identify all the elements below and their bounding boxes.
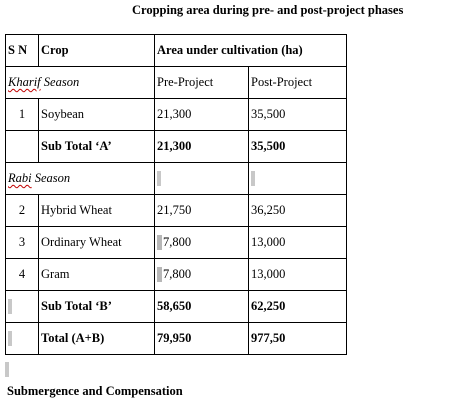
row-post: 13,000 [248,258,347,291]
row-crop: Hybrid Wheat [38,194,155,227]
header-row: S N Crop Area under cultivation (ha) [5,34,347,67]
row-crop: Soybean [38,98,155,131]
rabi-season-row: Rabi Season [5,162,347,195]
row-sn-empty [5,290,39,323]
header-sn: S N [5,34,39,67]
row-pre: 21,750 [154,194,249,227]
rabi-word: Rabi [8,171,32,185]
total-label: Total (A+B) [38,322,155,355]
row-sn: 2 [5,194,39,227]
rabi-post-empty [248,162,347,195]
cursor-mark [157,267,162,283]
total-pre: 79,950 [154,322,249,355]
subtotal-a-row: Sub Total ‘A’ 21,300 35,500 [5,130,347,163]
table-row: 2 Hybrid Wheat 21,750 36,250 [5,194,347,227]
row-sn: 4 [5,258,39,291]
row-sn: 3 [5,226,39,259]
rabi-season-word: Season [31,171,71,185]
table-row: 4 Gram 7,800 13,000 [5,258,347,291]
row-pre: 21,300 [154,98,249,131]
subtotal-b-post: 62,250 [248,290,347,323]
kharif-word: Kharif [8,75,41,89]
row-post: 35,500 [248,98,347,131]
kharif-season-label: Kharif Season [5,66,155,99]
cursor-mark [157,171,161,187]
row-crop: Ordinary Wheat [38,226,155,259]
row-sn-empty [5,130,39,163]
row-post: 13,000 [248,226,347,259]
cursor-mark [5,362,9,377]
row-pre-cell: 7,800 [154,226,249,259]
row-sn-empty [5,322,39,355]
cursor-mark [251,171,255,187]
post-project-header: Post-Project [248,66,347,99]
row-pre-cell: 7,800 [154,258,249,291]
total-row: Total (A+B) 79,950 977,50 [5,322,347,355]
section-heading: Submergence and Compensation [7,384,183,398]
row-crop: Gram [38,258,155,291]
subtotal-a-post: 35,500 [248,130,347,163]
total-post: 977,50 [248,322,347,355]
cursor-mark [8,331,12,347]
document-title: Cropping area during pre- and post-proje… [132,3,404,17]
row-sn: 1 [5,98,39,131]
cropping-area-table: S N Crop Area under cultivation (ha) Kha… [5,34,347,355]
subtotal-b-label: Sub Total ‘B’ [38,290,155,323]
kharif-season-row: Kharif Season Pre-Project Post-Project [5,66,347,99]
cursor-mark [157,235,162,251]
row-pre: 7,800 [163,266,192,281]
table-row: 3 Ordinary Wheat 7,800 13,000 [5,226,347,259]
pre-project-header: Pre-Project [154,66,249,99]
subtotal-a-pre: 21,300 [154,130,249,163]
rabi-pre-empty [154,162,249,195]
row-post: 36,250 [248,194,347,227]
header-crop: Crop [38,34,155,67]
cursor-mark [8,299,12,315]
row-pre: 7,800 [163,234,192,249]
table-row: 1 Soybean 21,300 35,500 [5,98,347,131]
rabi-season-label: Rabi Season [5,162,155,195]
header-area: Area under cultivation (ha) [154,34,347,67]
kharif-season-word: Season [40,75,80,89]
subtotal-a-label: Sub Total ‘A’ [38,130,155,163]
subtotal-b-pre: 58,650 [154,290,249,323]
subtotal-b-row: Sub Total ‘B’ 58,650 62,250 [5,290,347,323]
